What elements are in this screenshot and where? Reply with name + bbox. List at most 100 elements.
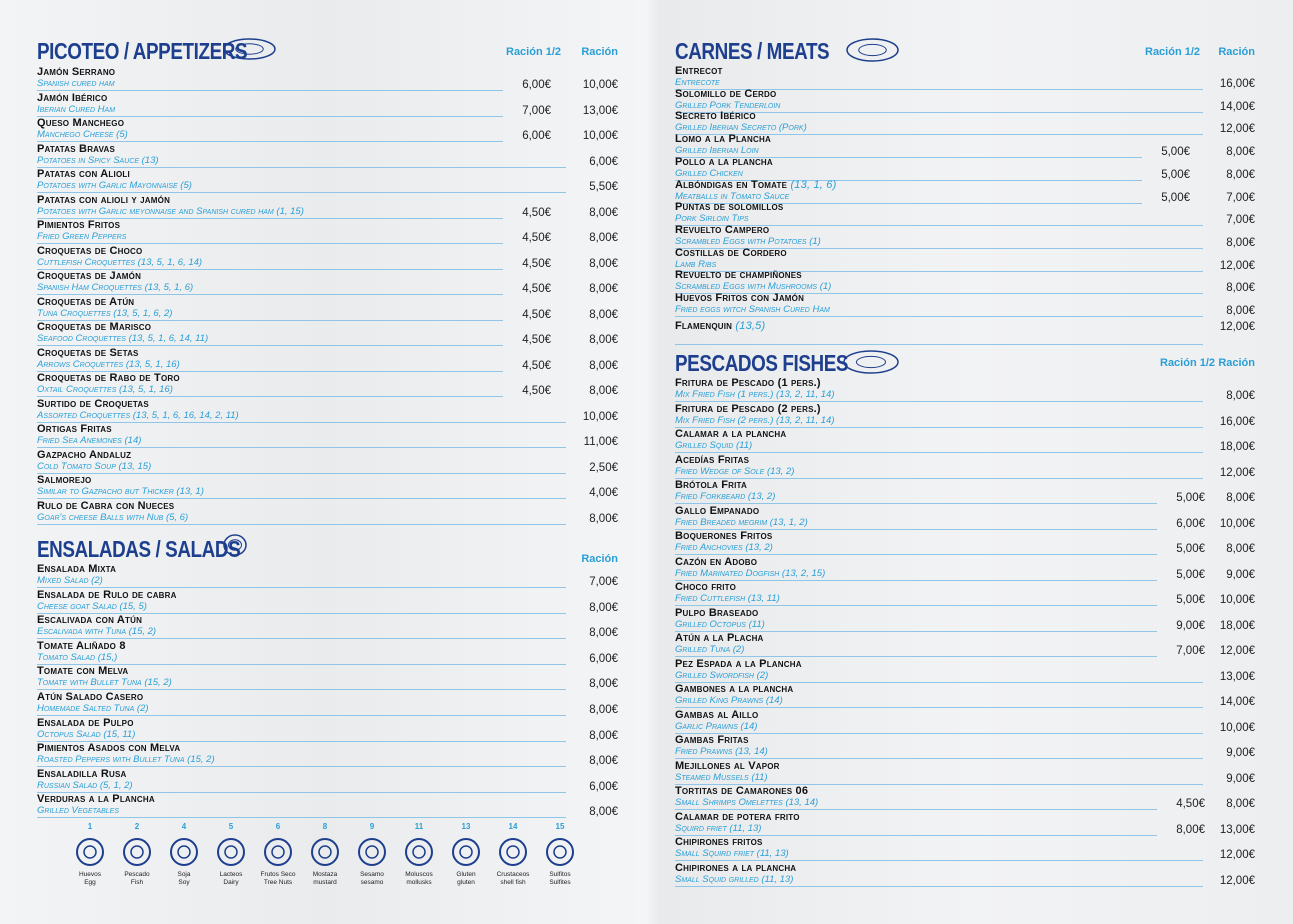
price-full: 8,00€ <box>1226 236 1255 249</box>
item-name: Revuelto Campero <box>675 224 769 236</box>
item-description: Mixed Salad (2) <box>37 575 103 586</box>
row-line <box>675 179 1142 181</box>
price-full: 8,00€ <box>589 334 618 346</box>
price-full: 14,00€ <box>1219 696 1255 708</box>
item-name-text: Puntas de solomillos <box>675 201 784 214</box>
item-name-text: Gambas al Aillo <box>675 708 759 721</box>
allergen-label-es: Gluten <box>456 871 476 878</box>
item-name-text: Chipirones a la plancha <box>675 861 797 874</box>
item-description: Grilled Swordfish (2) <box>675 669 769 681</box>
item-name-text: Pimientos Asados con Melva <box>37 742 181 755</box>
item-description: Potatoes in Spicy Sauce (13) <box>37 154 159 166</box>
row-line <box>675 885 1203 887</box>
row-line <box>37 192 566 193</box>
item-name: Mejillones al Vapor <box>675 760 780 772</box>
price-full: 12,00€ <box>1219 320 1255 333</box>
item-name: Brótola Frita <box>675 479 747 491</box>
item-name-text: Jamón Ibérico <box>37 91 108 104</box>
row-line <box>37 141 503 142</box>
item-name: Escalivada con Atún <box>37 614 142 626</box>
price-half: 6,00€ <box>522 79 551 91</box>
row-line <box>675 681 1203 683</box>
price-full: 11,00€ <box>583 436 618 448</box>
price-full: 7,00€ <box>1226 214 1255 227</box>
allergen-number: 4 <box>181 822 187 831</box>
item-name: Gambas Fritas <box>675 734 749 746</box>
price-full: 8,00€ <box>589 601 618 614</box>
item-name: Tomate Aliñado 8 <box>37 640 126 652</box>
allergen-icon <box>217 838 245 866</box>
price-half: 8,00€ <box>1176 823 1205 836</box>
item-name-text: Tomate Aliñado 8 <box>37 639 126 652</box>
allergen-icon <box>311 838 339 866</box>
item-name-text: Croquetas de Rabo de Toro <box>37 372 180 384</box>
item-description: Spanish Ham Croquettes (13, 5, 1, 6) <box>37 282 194 293</box>
allergen-label-en: gluten <box>457 879 475 886</box>
price-half: 6,00€ <box>522 130 551 142</box>
price-full: 18,00€ <box>1219 441 1255 453</box>
allergen-label-en: Egg <box>84 879 96 886</box>
item-description: Oxtail Croquettes (13, 5, 1, 16) <box>37 384 173 395</box>
item-name: Ensalada Mixta <box>37 563 116 575</box>
item-description: Goar's cheese Balls with Nub (5, 6) <box>37 511 189 523</box>
item-description: Grilled Octopus (11) <box>675 618 765 630</box>
price-half: 4,50€ <box>522 385 551 397</box>
price-full: 8,00€ <box>1226 492 1255 504</box>
row-line <box>675 732 1203 734</box>
price-full: 8,00€ <box>589 359 618 372</box>
item-name-text: Secreto Ibérico <box>675 110 756 123</box>
allergen-number: 8 <box>322 822 328 831</box>
price-half: 9,00€ <box>1176 619 1205 632</box>
item-description: Pork Sirloin Tips <box>675 213 749 225</box>
item-name: Tortitas de Camarones 06 <box>675 785 808 797</box>
row-line <box>37 587 566 588</box>
item-description: Grilled Squid (11) <box>675 440 753 451</box>
item-description: Fried Forkbeard (13, 2) <box>675 491 776 502</box>
row-line <box>37 689 566 691</box>
item-description: Manchego Cheese (5) <box>37 129 128 140</box>
price-full: 8,00€ <box>1226 543 1255 555</box>
column-header: Ración <box>1218 357 1255 369</box>
item-name-text: Choco frito <box>675 581 737 593</box>
item-name: Atún Salado Casero <box>37 691 143 703</box>
item-description: Fried Sea Anemones (14) <box>37 435 142 446</box>
item-name-text: Solomillo de Cerdo <box>675 87 777 100</box>
item-name: Queso Manchego <box>37 117 124 129</box>
item-name: Pimientos Fritos <box>37 219 120 231</box>
item-name-text: Ensalada de Rulo de cabra <box>37 588 177 601</box>
item-name-text: Gambones a la plancha <box>675 683 794 695</box>
item-description: Grilled Pork Tenderloin <box>675 99 781 111</box>
price-half: 5,00€ <box>1176 568 1205 581</box>
item-name-text: Patatas con Alioli <box>37 168 130 180</box>
allergen-number: 1 <box>87 822 93 831</box>
item-name: Lomo a la Plancha <box>675 133 771 145</box>
item-name-text: Pollo a la plancha <box>675 155 773 168</box>
allergen-icon <box>546 838 574 866</box>
section-title: CARNES / MEATS <box>675 38 830 64</box>
item-name: Jamón Ibérico <box>37 92 107 104</box>
row-line <box>675 452 1203 453</box>
item-name: Pimientos Asados con Melva <box>37 742 180 754</box>
item-name: Ensaladilla Rusa <box>37 768 127 780</box>
row-line <box>37 498 566 499</box>
item-name-text: Mejillones al Vapor <box>675 759 780 772</box>
item-name-text: Queso Manchego <box>37 117 125 129</box>
item-name-text: Calamar a la plancha <box>675 428 787 440</box>
row-line <box>37 294 503 295</box>
price-full: 12,00€ <box>1219 466 1255 479</box>
item-description: Tomato Salad (15,) <box>37 651 118 663</box>
row-line <box>675 528 1157 530</box>
item-name-text: Escalivada con Atún <box>37 614 143 627</box>
item-name: Costillas de Cordero <box>675 247 787 259</box>
item-description: Iberian Cured Ham <box>37 103 116 115</box>
item-name: Fritura de Pescado (1 pers.) <box>675 377 821 389</box>
item-name-text: Tortitas de Camarones 06 <box>675 785 809 797</box>
item-name-text: Brótola Frita <box>675 479 748 491</box>
row-line <box>37 791 566 793</box>
item-description: Similar to Gazpacho but Thicker (13, 1) <box>37 486 204 497</box>
row-line <box>675 503 1157 504</box>
item-name-text: Pimientos Fritos <box>37 219 121 231</box>
item-name-text: Croquetas de Marisco <box>37 321 152 333</box>
item-description: Homemade Salted Tuna (2) <box>37 703 149 714</box>
item-name-text: Gambas Fritas <box>675 734 749 746</box>
